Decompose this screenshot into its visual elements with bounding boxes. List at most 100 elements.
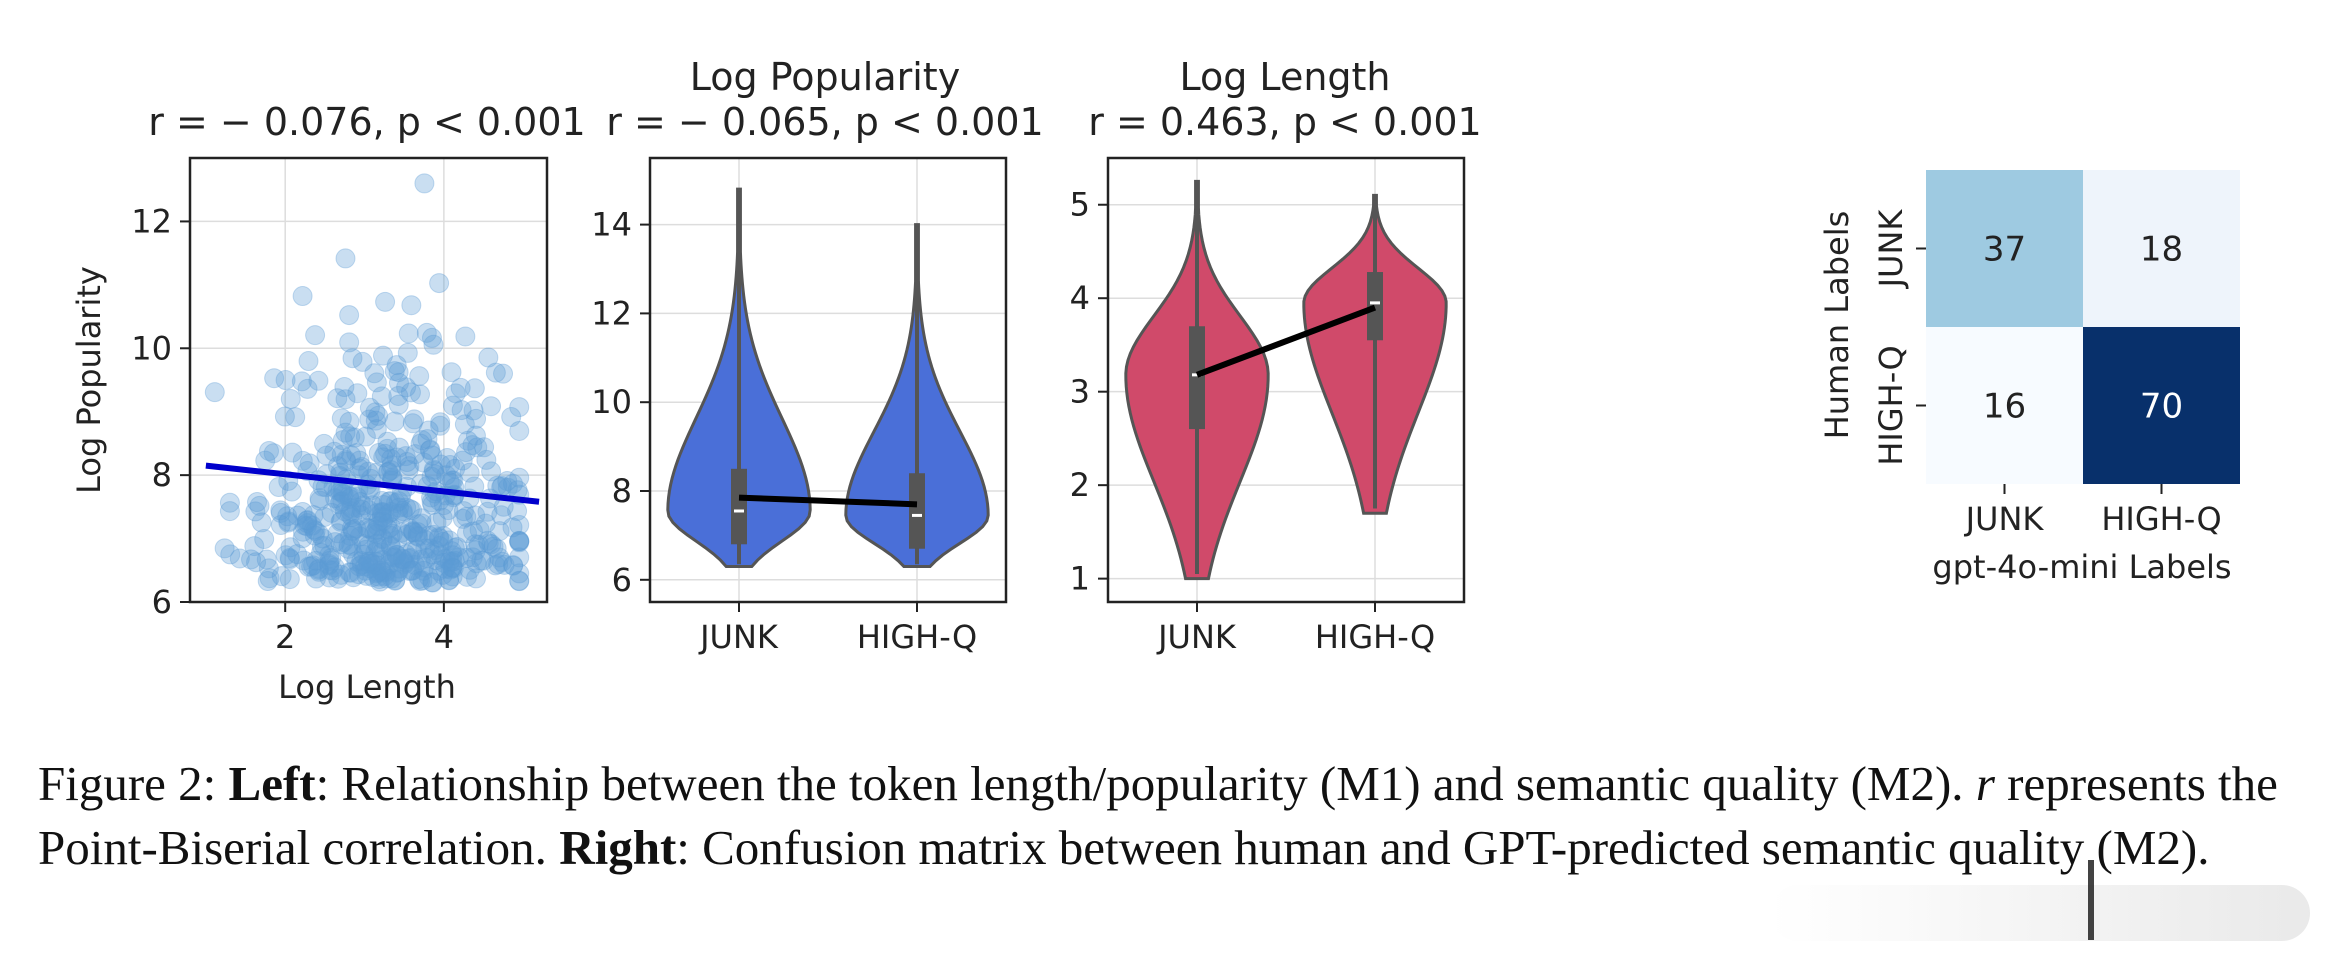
violin-popularity-iqr-box (909, 473, 925, 549)
scatter-point (330, 491, 351, 512)
scatter-ytick-label: 10 (131, 329, 172, 367)
scatter-point (435, 558, 456, 579)
cm-cell (2083, 327, 2240, 484)
scatter-point (489, 547, 510, 568)
scatter-point (259, 568, 280, 589)
scatter-point (258, 558, 279, 579)
scatter-point (364, 522, 385, 543)
cm-cell-value: 16 (1983, 387, 2026, 427)
violin-length-xtick-label: HIGH-Q (1315, 618, 1435, 656)
scatter-point (457, 430, 478, 451)
scatter-point (360, 551, 381, 572)
scatter-point (331, 510, 352, 531)
scatter-point (509, 397, 530, 418)
scatter-point (368, 511, 389, 532)
scatter-point (411, 513, 432, 534)
scatter-point (422, 572, 443, 593)
scatter-point (308, 558, 329, 579)
scatter-point (316, 445, 337, 466)
scatter-point (386, 447, 407, 468)
scatter-point (509, 530, 530, 551)
scatter-point (362, 553, 383, 574)
scatter-point (423, 459, 444, 480)
scatter-point (353, 544, 374, 565)
violin-length-iqr-box (1189, 326, 1205, 430)
confusion-matrix-panel: 37 18 16 70 JUNK HIGH-Q JUNK HIGH-Q gpt-4o-min… (1818, 170, 2240, 586)
scatter-point (439, 551, 460, 572)
scatter-point (377, 438, 398, 459)
scatter-point (331, 408, 352, 429)
scatter-point (339, 562, 360, 583)
scatter-point (366, 503, 387, 524)
scatter-point (509, 571, 530, 592)
scatter-point (481, 396, 502, 417)
scatter-point (321, 502, 342, 523)
scatter-point (319, 554, 340, 575)
scatter-point (416, 322, 437, 343)
scatter-ylabel: Log Popularity (70, 266, 108, 494)
scatter-point (388, 385, 409, 406)
scatter-point (366, 523, 387, 544)
scatter-point (312, 528, 333, 549)
scatter-point (421, 327, 442, 348)
violin-popularity-frame (648, 156, 1008, 604)
violin-popularity-ytick-label: 8 (612, 472, 632, 510)
scatter-point (277, 506, 298, 527)
scatter-point (372, 345, 393, 366)
scatter-point (410, 570, 431, 591)
scatter-point (485, 555, 506, 576)
scatter-point (420, 439, 441, 460)
scatter-point (408, 526, 429, 547)
scatter-point (416, 548, 437, 569)
scatter-point (318, 555, 339, 576)
scatter-panel: r = − 0.076, p < 0.001 2 4 6 8 10 12 Log Leng… (70, 100, 586, 706)
scatter-point (424, 464, 445, 485)
scatter-point (476, 449, 497, 470)
scatter-point (346, 551, 367, 572)
scatter-point (319, 560, 340, 581)
scatter-point (503, 555, 524, 576)
scatter-point (372, 502, 393, 523)
scatter-point (343, 544, 364, 565)
scatter-point (305, 550, 326, 571)
scatter-point (368, 405, 389, 426)
scatter-point (502, 473, 523, 494)
scatter-point (365, 551, 386, 572)
scatter-point (393, 549, 414, 570)
scatter-point (340, 426, 361, 447)
scatter-point (410, 549, 431, 570)
scatter-point (279, 569, 300, 590)
scatter-point (371, 503, 392, 524)
scatter-point (341, 445, 362, 466)
scatter-point (478, 347, 499, 368)
cm-cell (1926, 170, 2083, 327)
scatter-point (384, 547, 405, 568)
scatter-point (264, 368, 285, 389)
cm-xlabel: gpt-4o-mini Labels (1932, 548, 2231, 586)
scatter-point (246, 552, 267, 573)
scatter-point (445, 383, 466, 404)
scatter-point (465, 425, 486, 446)
scatter-point (380, 525, 401, 546)
scatter-point (389, 437, 410, 458)
violin-popularity-ytick-label: 12 (591, 294, 632, 332)
scatter-point (456, 547, 477, 568)
cm-cell-value: 70 (2140, 387, 2183, 427)
scatter-point (423, 524, 444, 545)
scatter-point (373, 447, 394, 468)
scatter-point (418, 420, 439, 441)
scatter-point (369, 571, 390, 592)
scatter-point (435, 548, 456, 569)
scatter-point (331, 444, 352, 465)
scatter-point (204, 382, 225, 403)
scatter-point (359, 397, 380, 418)
scatter-point (344, 427, 365, 448)
scatter-point (332, 430, 353, 451)
violin-length-ytick-label: 5 (1070, 186, 1090, 224)
scatter-point (433, 495, 454, 516)
scatter-point (509, 531, 530, 552)
scatter-point (292, 501, 313, 522)
scatter-point (462, 521, 483, 542)
scatter-point (375, 443, 396, 464)
scatter-point (503, 555, 524, 576)
